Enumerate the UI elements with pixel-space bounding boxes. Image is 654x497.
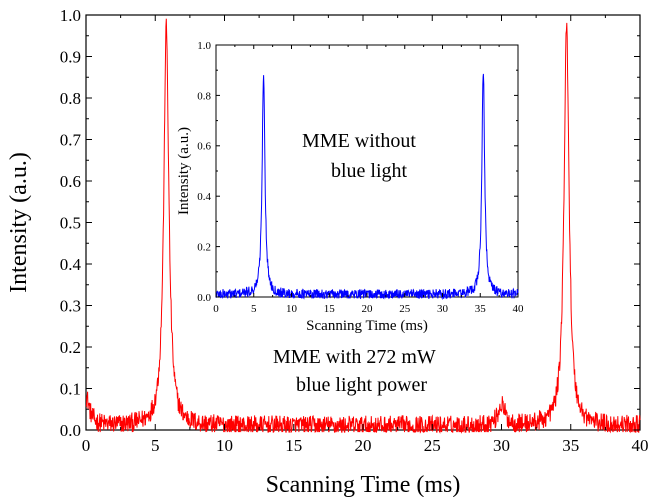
main-y-tick-label: 0.5 <box>60 213 81 232</box>
inset-x-tick-label: 5 <box>251 303 257 315</box>
inset-plot: 0 5 10 15 20 25 30 35 40 0.0 0.2 0.4 0.6 0.8 1.0 Scann… <box>174 39 526 335</box>
main-y-tick-label: 0.3 <box>60 296 81 315</box>
main-y-tick-label: 0.1 <box>60 379 81 398</box>
inset-annotation-line-2: blue light <box>331 160 408 182</box>
inset-y-axis-label: Intensity (a.u.) <box>176 127 192 215</box>
main-x-tick-label: 35 <box>562 436 579 455</box>
main-y-tick-label: 0.7 <box>60 130 82 149</box>
main-x-tick-label: 5 <box>151 436 160 455</box>
inset-x-tick-label: 30 <box>437 303 449 315</box>
main-y-tick-label: 0.9 <box>60 47 81 66</box>
inset-x-tick-label: 40 <box>513 303 525 315</box>
inset-x-tick-label: 15 <box>324 303 336 315</box>
main-x-tick-label: 40 <box>632 436 649 455</box>
inset-y-tick-label: 1.0 <box>197 40 211 52</box>
main-y-axis-label: Intensity (a.u.) <box>6 152 32 293</box>
main-x-tick-label: 25 <box>424 436 441 455</box>
inset-y-tick-label: 0.8 <box>197 90 211 102</box>
main-annotation-line-1: MME with 272 mW <box>273 346 436 368</box>
main-x-tick-label: 0 <box>82 436 91 455</box>
inset-axis-ticks: 0 5 10 15 20 25 30 35 40 0.0 0.2 0.4 0.6 0.8 1.0 <box>197 40 524 315</box>
inset-y-tick-label: 0.6 <box>197 141 211 153</box>
main-y-tick-label: 0.8 <box>60 89 81 108</box>
inset-x-axis-label: Scanning Time (ms) <box>306 318 428 334</box>
main-y-tick-label: 0.4 <box>60 255 82 274</box>
main-x-tick-label: 15 <box>285 436 302 455</box>
main-x-tick-label: 20 <box>355 436 372 455</box>
main-x-tick-label: 30 <box>493 436 510 455</box>
inset-y-tick-label: 0.2 <box>197 241 211 253</box>
inset-x-tick-label: 20 <box>362 303 374 315</box>
main-plot: 0 5 10 15 20 25 30 35 40 0.0 0.1 0.2 0.3 0.4 0.5 0.6 0.7… <box>6 6 649 497</box>
inset-y-tick-label: 0.4 <box>197 191 211 203</box>
main-y-tick-label: 0.2 <box>60 338 81 357</box>
main-y-tick-label: 0.0 <box>60 421 81 440</box>
main-axis-ticks: 0 5 10 15 20 25 30 35 40 0.0 0.1 0.2 0.3 0.4 0.5 0.6 0.7… <box>60 6 649 455</box>
main-x-axis-label: Scanning Time (ms) <box>266 472 461 497</box>
inset-x-tick-label: 35 <box>475 303 487 315</box>
main-series-line <box>85 18 641 434</box>
main-y-tick-label: 1.0 <box>60 6 81 25</box>
main-y-tick-label: 0.6 <box>60 172 81 191</box>
inset-x-tick-label: 0 <box>213 303 219 315</box>
inset-annotation-line-1: MME without <box>302 130 416 152</box>
main-annotation-line-2: blue light power <box>296 374 427 396</box>
inset-x-tick-label: 25 <box>399 303 411 315</box>
inset-x-tick-label: 10 <box>286 303 298 315</box>
main-x-tick-label: 10 <box>216 436 233 455</box>
inset-y-tick-label: 0.0 <box>197 292 211 304</box>
inset-plot-background <box>174 39 526 335</box>
